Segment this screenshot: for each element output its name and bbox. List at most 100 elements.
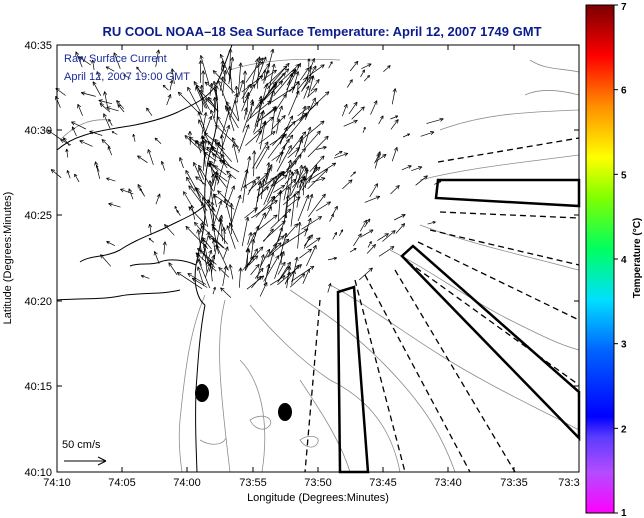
current-vector-head [272, 48, 275, 53]
current-vector-head [392, 88, 396, 92]
current-vector-head [105, 66, 109, 70]
current-vector-head [202, 237, 206, 240]
current-vector-head [95, 161, 99, 165]
current-vector [327, 257, 337, 261]
current-vector-head [263, 110, 265, 115]
current-vector-head [304, 112, 308, 117]
current-vector-head [245, 216, 249, 221]
current-vector [241, 217, 249, 247]
current-vector [66, 148, 69, 158]
current-vector-head [316, 237, 321, 239]
current-vector-head [224, 246, 229, 250]
current-vector-head [183, 191, 187, 194]
current-vector-head [98, 100, 103, 104]
current-vector-head [265, 145, 270, 149]
current-vector-head [220, 287, 223, 292]
current-vector-head [285, 213, 288, 218]
current-vector [81, 92, 96, 97]
current-vector-head [278, 105, 283, 109]
current-vector-head [147, 149, 152, 153]
current-vector-head [271, 116, 274, 121]
current-vector-head [202, 238, 206, 243]
current-vector-head [393, 230, 396, 235]
current-vector-head [243, 107, 247, 112]
current-vector-head [429, 131, 435, 133]
current-vector-head [313, 75, 315, 80]
current-vector [139, 188, 144, 195]
current-vector-head [104, 91, 108, 95]
current-vector-head [247, 156, 251, 160]
current-vector-head [362, 69, 365, 72]
current-vector [208, 236, 220, 245]
station-marker [195, 384, 209, 402]
current-vector-head [210, 109, 214, 113]
current-vector-head [200, 135, 203, 140]
current-vector [198, 164, 214, 192]
current-vector-head [297, 154, 302, 157]
current-vector-head [214, 97, 217, 102]
current-vector [258, 131, 276, 144]
current-vector-head [253, 207, 258, 209]
current-vector [250, 58, 259, 89]
current-vector-head [251, 238, 254, 243]
current-vector-head [273, 63, 276, 68]
current-vector [277, 264, 302, 286]
current-vector-head [353, 101, 358, 105]
current-vector-head [219, 134, 223, 139]
current-vector-head [199, 55, 202, 60]
current-vector [201, 237, 212, 250]
current-vector-head [325, 169, 328, 174]
current-vector-head [267, 206, 272, 210]
current-vector-head [289, 115, 293, 119]
current-vector [282, 191, 300, 206]
current-vector [123, 74, 131, 79]
current-vector-head [403, 223, 406, 228]
current-vector-head [366, 218, 371, 221]
current-vector-head [307, 67, 310, 72]
current-vector-head [283, 213, 287, 218]
current-vector-head [295, 190, 300, 193]
current-vector [132, 134, 136, 142]
current-vector-head [215, 124, 218, 129]
current-vector [256, 61, 264, 68]
current-vector [196, 140, 202, 154]
current-vector [163, 241, 166, 255]
current-vector [327, 283, 331, 293]
current-vector [208, 254, 215, 272]
current-vector-head [279, 235, 285, 238]
current-vector-head [120, 188, 124, 193]
current-vector [201, 85, 204, 113]
current-vector-head [195, 187, 200, 190]
current-vector [246, 92, 249, 115]
current-vector-head [226, 170, 229, 175]
current-vector [208, 141, 216, 153]
current-vector-head [353, 171, 356, 173]
current-vector-head [211, 201, 215, 206]
current-vector-head [103, 113, 107, 117]
current-vector-head [274, 69, 277, 74]
current-vector-head [285, 138, 290, 142]
current-vector [342, 179, 353, 190]
current-vector [279, 178, 296, 195]
current-vector [343, 119, 358, 127]
current-vector-head [215, 142, 220, 145]
current-vector [201, 135, 206, 164]
current-vector-head [230, 48, 233, 53]
current-vector-head [187, 86, 192, 90]
current-vector [195, 176, 207, 186]
current-vector-head [206, 231, 210, 236]
current-vector-head [259, 57, 264, 61]
current-vector [351, 106, 365, 120]
current-vector-head [254, 58, 258, 63]
current-vector-head [408, 165, 412, 169]
current-vector [209, 83, 213, 96]
current-vector [226, 170, 237, 180]
current-vector-head [227, 174, 231, 178]
current-vector [259, 282, 268, 297]
current-vector-head [221, 214, 224, 219]
current-vector-head [304, 131, 307, 136]
current-vector [263, 69, 266, 84]
current-vector [166, 94, 171, 106]
current-vector-head [225, 265, 228, 270]
current-vector-head [397, 185, 400, 190]
